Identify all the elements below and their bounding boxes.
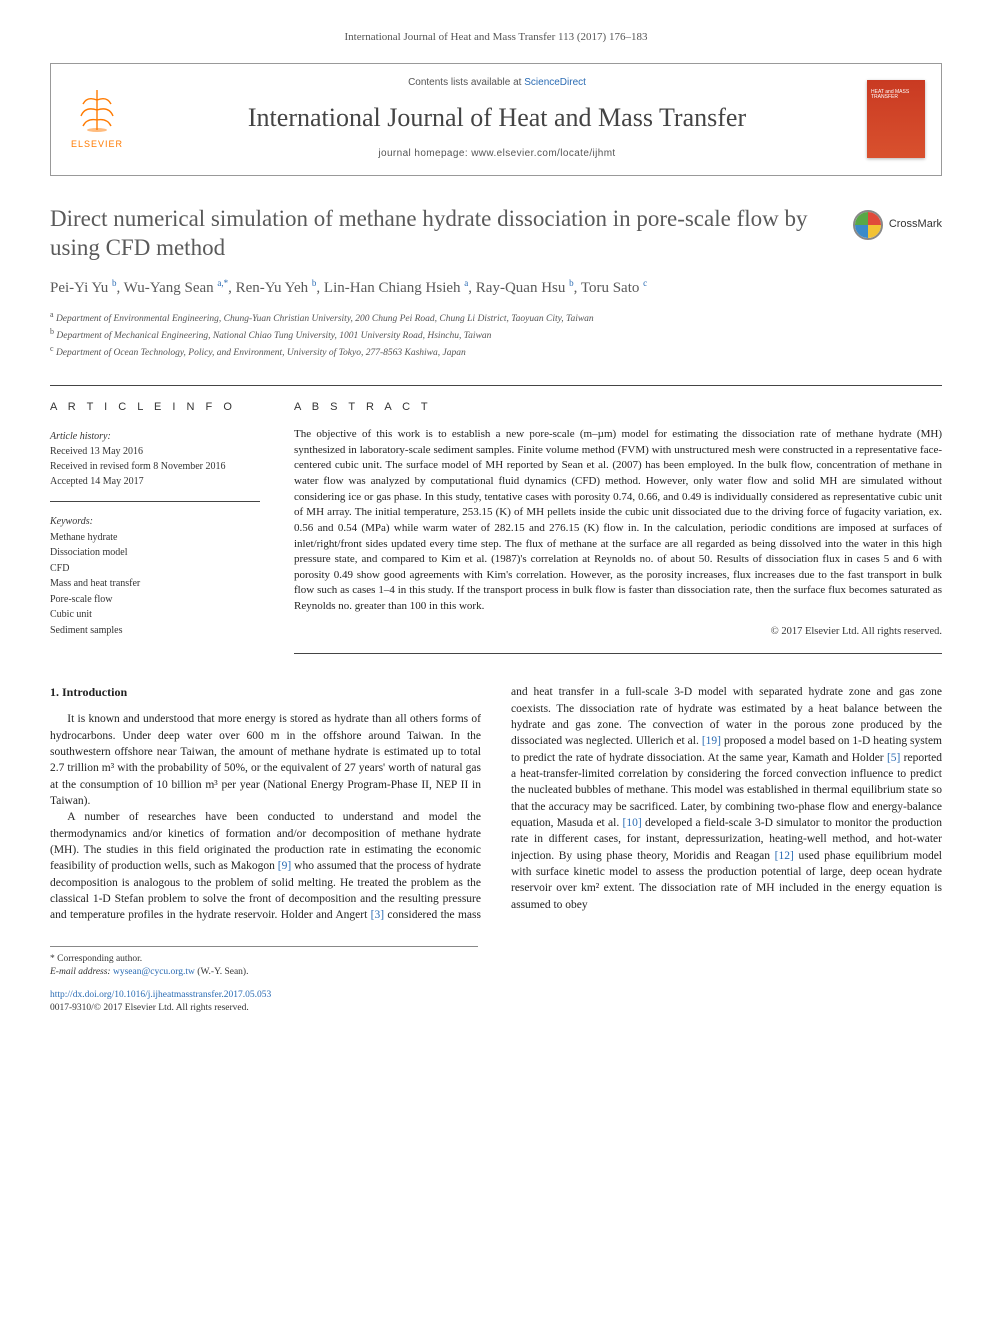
ref-10[interactable]: [10] xyxy=(622,817,641,829)
doi-link[interactable]: http://dx.doi.org/10.1016/j.ijheatmasstr… xyxy=(50,990,271,1000)
keyword-item: Methane hydrate xyxy=(50,530,260,546)
history-revised: Received in revised form 8 November 2016 xyxy=(50,459,260,474)
doi-block: http://dx.doi.org/10.1016/j.ijheatmasstr… xyxy=(50,989,942,1016)
intro-p1: It is known and understood that more ene… xyxy=(50,711,481,809)
ref-12[interactable]: [12] xyxy=(775,850,794,862)
contents-available-line: Contents lists available at ScienceDirec… xyxy=(145,76,849,90)
cover-thumb-text: HEAT and MASS TRANSFER xyxy=(871,90,921,101)
crossmark-icon xyxy=(853,210,883,240)
abstract-text: The objective of this work is to establi… xyxy=(294,427,942,614)
keyword-item: Cubic unit xyxy=(50,607,260,623)
ref-19[interactable]: [19] xyxy=(702,735,721,747)
journal-homepage: journal homepage: www.elsevier.com/locat… xyxy=(145,147,849,161)
keyword-item: Sediment samples xyxy=(50,623,260,639)
keywords-label: Keywords: xyxy=(50,514,260,530)
elsevier-wordmark: ELSEVIER xyxy=(71,138,123,151)
ref-3[interactable]: [3] xyxy=(371,909,384,921)
homepage-url[interactable]: www.elsevier.com/locate/ijhmt xyxy=(471,148,615,159)
keyword-item: Mass and heat transfer xyxy=(50,576,260,592)
section-1-heading: 1. Introduction xyxy=(50,684,481,701)
email-author-suffix: (W.-Y. Sean). xyxy=(195,967,249,977)
footnote-block: * Corresponding author. E-mail address: … xyxy=(50,946,478,980)
journal-name: International Journal of Heat and Mass T… xyxy=(145,100,849,136)
keywords-block: Keywords: Methane hydrateDissociation mo… xyxy=(50,514,260,638)
affiliations: a Department of Environmental Engineerin… xyxy=(50,309,942,361)
article-title: Direct numerical simulation of methane h… xyxy=(50,204,837,263)
keyword-item: Dissociation model xyxy=(50,545,260,561)
masthead: ELSEVIER Contents lists available at Sci… xyxy=(50,63,942,175)
corr-email-link[interactable]: wysean@cycu.org.tw xyxy=(113,967,195,977)
corresponding-author: * Corresponding author. xyxy=(50,953,478,966)
contents-prefix: Contents lists available at xyxy=(408,77,524,88)
history-label: Article history: xyxy=(50,429,260,444)
homepage-prefix: journal homepage: xyxy=(378,148,471,159)
email-label: E-mail address: xyxy=(50,967,113,977)
abstract-copyright: © 2017 Elsevier Ltd. All rights reserved… xyxy=(294,625,942,640)
keyword-item: Pore-scale flow xyxy=(50,592,260,608)
sciencedirect-link[interactable]: ScienceDirect xyxy=(524,77,586,88)
ref-5[interactable]: [5] xyxy=(887,752,900,764)
history-received: Received 13 May 2016 xyxy=(50,444,260,459)
elsevier-tree-icon xyxy=(73,86,121,134)
issn-copyright: 0017-9310/© 2017 Elsevier Ltd. All right… xyxy=(50,1002,942,1015)
journal-cover-thumb: HEAT and MASS TRANSFER xyxy=(867,80,925,158)
article-history: Article history: Received 13 May 2016 Re… xyxy=(50,429,260,502)
crossmark-label: CrossMark xyxy=(889,217,942,232)
keyword-item: CFD xyxy=(50,561,260,577)
body-columns: 1. Introduction It is known and understo… xyxy=(50,684,942,923)
authors-line: Pei-Yi Yu b, Wu-Yang Sean a,*, Ren-Yu Ye… xyxy=(50,277,942,299)
history-accepted: Accepted 14 May 2017 xyxy=(50,474,260,489)
crossmark-badge[interactable]: CrossMark xyxy=(853,204,942,240)
ref-9[interactable]: [9] xyxy=(278,860,291,872)
elsevier-logo: ELSEVIER xyxy=(67,86,127,151)
abstract-head: A B S T R A C T xyxy=(294,400,942,415)
running-head: International Journal of Heat and Mass T… xyxy=(50,30,942,45)
article-info-head: A R T I C L E I N F O xyxy=(50,400,260,415)
